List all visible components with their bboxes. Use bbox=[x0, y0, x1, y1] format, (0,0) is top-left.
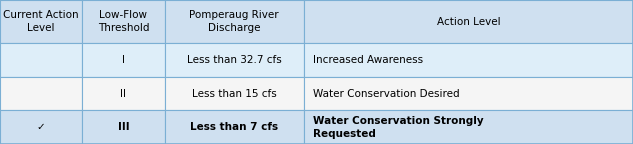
Bar bbox=[0, 43, 82, 77]
Bar bbox=[82, 77, 165, 110]
Bar bbox=[0, 0, 82, 43]
Text: Water Conservation Strongly
Requested: Water Conservation Strongly Requested bbox=[313, 116, 484, 139]
Bar bbox=[82, 0, 165, 43]
Bar bbox=[82, 110, 165, 144]
Text: Action Level: Action Level bbox=[437, 17, 500, 27]
Text: Pomperaug River
Discharge: Pomperaug River Discharge bbox=[189, 10, 279, 33]
Bar bbox=[165, 77, 304, 110]
Text: Low-Flow
Threshold: Low-Flow Threshold bbox=[97, 10, 149, 33]
Text: II: II bbox=[120, 89, 127, 99]
Bar bbox=[165, 0, 304, 43]
Text: III: III bbox=[118, 122, 129, 132]
Text: Increased Awareness: Increased Awareness bbox=[313, 55, 423, 65]
Bar bbox=[165, 110, 304, 144]
Bar bbox=[304, 77, 633, 110]
Bar bbox=[304, 110, 633, 144]
Bar bbox=[0, 77, 82, 110]
Bar bbox=[0, 110, 82, 144]
Text: ✓: ✓ bbox=[37, 122, 46, 132]
Bar bbox=[165, 43, 304, 77]
Text: Current Action
Level: Current Action Level bbox=[3, 10, 79, 33]
Text: I: I bbox=[122, 55, 125, 65]
Text: Water Conservation Desired: Water Conservation Desired bbox=[313, 89, 460, 99]
Text: Less than 7 cfs: Less than 7 cfs bbox=[190, 122, 279, 132]
Text: Less than 32.7 cfs: Less than 32.7 cfs bbox=[187, 55, 282, 65]
Bar bbox=[82, 43, 165, 77]
Text: Less than 15 cfs: Less than 15 cfs bbox=[192, 89, 277, 99]
Bar bbox=[304, 0, 633, 43]
Bar bbox=[304, 43, 633, 77]
